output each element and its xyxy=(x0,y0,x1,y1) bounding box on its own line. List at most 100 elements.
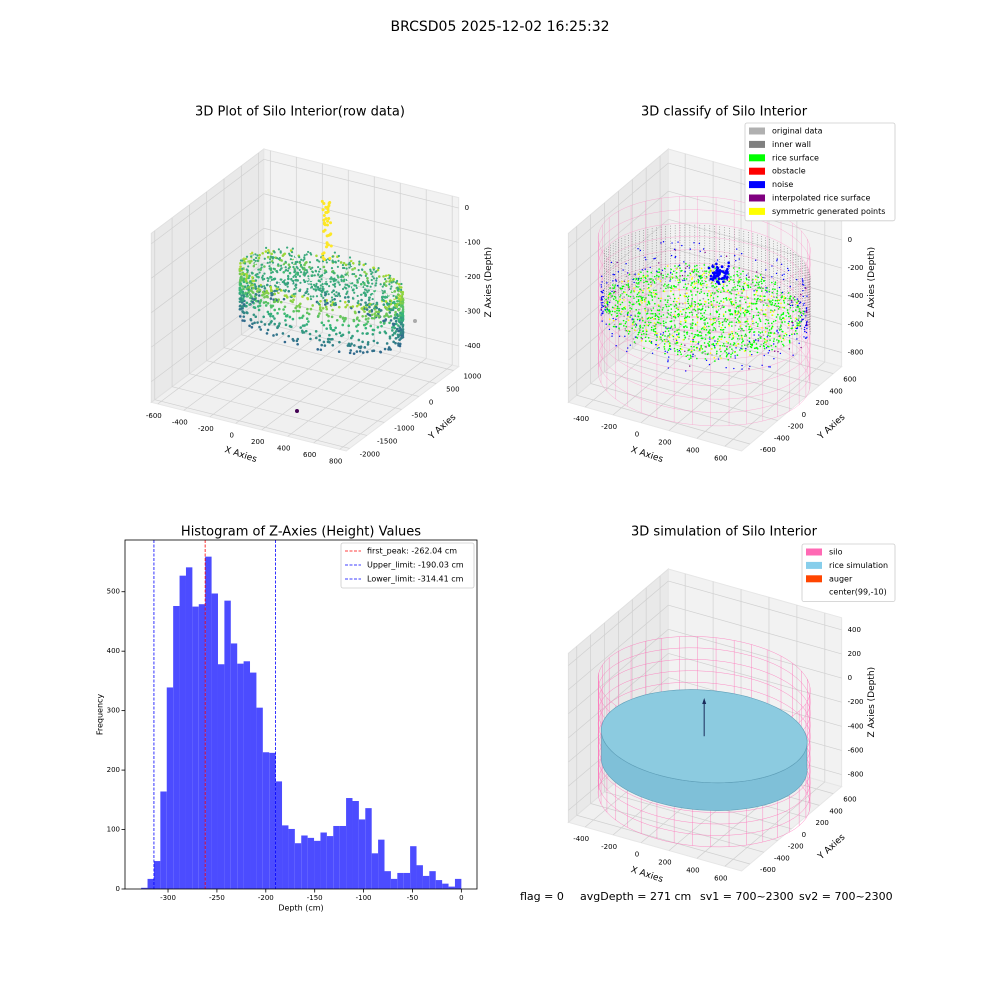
point xyxy=(253,295,257,298)
point xyxy=(691,286,694,288)
point xyxy=(601,306,603,309)
point xyxy=(739,312,742,315)
point xyxy=(657,278,660,280)
point xyxy=(303,256,306,259)
point xyxy=(715,342,718,345)
point xyxy=(258,325,261,329)
footer-text: sv2 = 700~2300 xyxy=(799,890,893,903)
grid-line xyxy=(668,303,842,353)
point xyxy=(636,293,639,296)
point xyxy=(273,322,276,326)
point xyxy=(759,332,762,334)
point xyxy=(803,336,805,338)
point xyxy=(700,328,703,330)
point xyxy=(615,315,618,318)
grid-line xyxy=(339,364,453,450)
point xyxy=(745,277,748,279)
point xyxy=(705,329,708,331)
legend-box xyxy=(801,543,896,602)
grid-line xyxy=(668,628,842,679)
point xyxy=(756,351,759,354)
point xyxy=(731,348,733,351)
point xyxy=(268,267,271,270)
point xyxy=(779,326,782,328)
point xyxy=(705,306,707,308)
point xyxy=(388,283,391,286)
point xyxy=(257,294,261,297)
point xyxy=(359,345,363,348)
point xyxy=(778,327,780,330)
point xyxy=(700,337,703,340)
point xyxy=(780,314,783,316)
point xyxy=(771,325,774,328)
point xyxy=(783,301,786,304)
point xyxy=(347,300,351,304)
point xyxy=(721,344,724,347)
point xyxy=(737,319,740,322)
point xyxy=(726,318,729,321)
point xyxy=(660,242,662,244)
point xyxy=(299,281,302,284)
point xyxy=(602,296,605,298)
point xyxy=(319,289,322,292)
point xyxy=(244,277,248,281)
legend-label: Lower_limit: -314.41 cm xyxy=(367,575,464,584)
point xyxy=(654,295,656,298)
point xyxy=(696,321,699,324)
point xyxy=(671,242,673,244)
y-axis-label: Y Axies xyxy=(816,832,848,862)
point xyxy=(337,293,341,296)
point xyxy=(796,302,798,305)
point xyxy=(259,268,262,272)
point xyxy=(776,290,779,292)
point xyxy=(261,251,265,255)
point xyxy=(352,318,356,322)
point xyxy=(305,253,308,256)
point xyxy=(697,278,699,281)
point xyxy=(654,302,656,305)
point xyxy=(711,354,713,356)
point xyxy=(673,248,676,251)
point xyxy=(675,338,677,340)
x-tick-label: 200 xyxy=(658,439,671,447)
point xyxy=(394,281,398,284)
point xyxy=(656,336,658,338)
point xyxy=(710,300,712,303)
point xyxy=(773,304,776,307)
point xyxy=(688,267,691,269)
point xyxy=(731,330,733,333)
point xyxy=(701,337,704,340)
point xyxy=(621,280,623,283)
point xyxy=(639,320,641,322)
point xyxy=(658,268,660,270)
point xyxy=(684,325,687,327)
point xyxy=(637,273,640,275)
point xyxy=(755,302,758,305)
point xyxy=(758,281,761,283)
point xyxy=(396,293,400,296)
point xyxy=(250,325,254,329)
point xyxy=(713,346,716,349)
point xyxy=(319,284,322,287)
point xyxy=(737,342,739,345)
point xyxy=(747,297,749,300)
point xyxy=(300,258,303,261)
point xyxy=(323,272,326,275)
point xyxy=(647,275,649,277)
point xyxy=(244,291,247,295)
point xyxy=(304,272,307,275)
point xyxy=(708,336,711,338)
point xyxy=(728,279,731,281)
point xyxy=(390,285,393,288)
point xyxy=(673,314,676,317)
point xyxy=(707,298,710,301)
legend-swatch xyxy=(749,194,765,202)
point xyxy=(284,283,287,286)
silo-wire xyxy=(597,316,811,413)
point xyxy=(609,312,611,314)
point xyxy=(721,329,723,331)
point xyxy=(305,260,308,264)
point xyxy=(757,287,759,289)
point xyxy=(697,287,699,290)
point xyxy=(353,344,356,347)
